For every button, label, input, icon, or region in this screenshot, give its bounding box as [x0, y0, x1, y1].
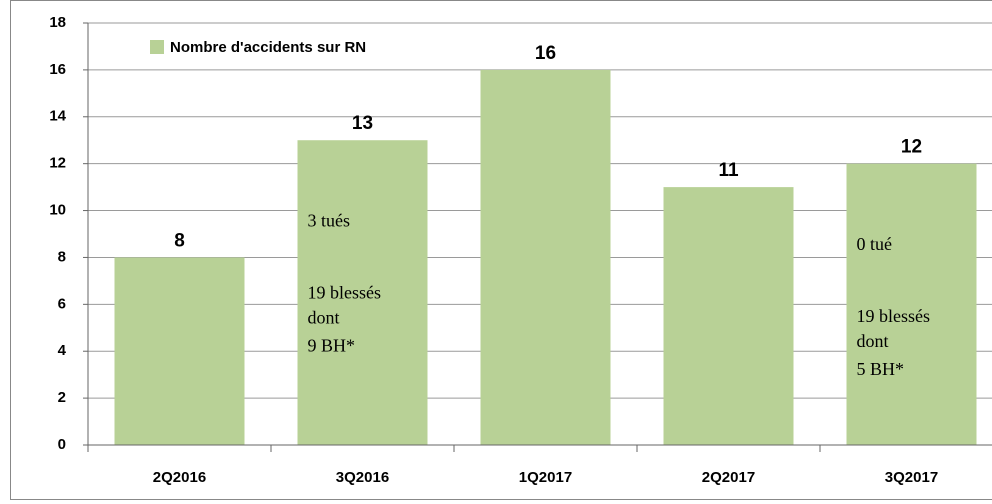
data-label: 16 — [535, 43, 556, 64]
data-label: 8 — [174, 230, 185, 251]
bar — [846, 163, 977, 445]
bar-annotation: 19 blessés — [308, 282, 382, 302]
bar-annotation: 5 BH* — [857, 359, 905, 379]
y-tick-label: 4 — [58, 342, 67, 359]
data-label: 12 — [901, 137, 922, 158]
bar-annotation: 3 tués — [308, 210, 351, 230]
legend-swatch — [150, 40, 164, 54]
bar-annotation: 0 tué — [857, 234, 893, 254]
bar — [297, 140, 428, 445]
data-label: 11 — [718, 160, 739, 181]
bar — [114, 257, 245, 445]
x-tick-label: 1Q2017 — [519, 469, 572, 486]
bar-annotation: dont — [308, 307, 340, 327]
y-tick-label: 16 — [49, 61, 66, 78]
legend-label: Nombre d'accidents sur RN — [170, 39, 366, 56]
y-tick-label: 8 — [58, 248, 66, 265]
x-tick-label: 3Q2016 — [336, 469, 389, 486]
y-tick-label: 6 — [58, 295, 66, 312]
y-tick-label: 14 — [49, 108, 66, 125]
y-tick-label: 10 — [49, 202, 66, 219]
x-tick-label: 2Q2016 — [153, 469, 206, 486]
x-tick-label: 3Q2017 — [885, 469, 938, 486]
bar-annotation: dont — [857, 331, 889, 351]
bar-annotation: 19 blessés — [857, 306, 931, 326]
y-tick-label: 0 — [58, 436, 66, 453]
y-tick-label: 12 — [49, 155, 66, 172]
y-tick-label: 2 — [58, 389, 66, 406]
x-tick-label: 2Q2017 — [702, 469, 755, 486]
bar — [663, 187, 794, 445]
data-label: 13 — [352, 113, 373, 134]
bar — [480, 69, 611, 445]
bar-annotation: 9 BH* — [308, 335, 356, 355]
y-tick-label: 18 — [49, 14, 66, 31]
